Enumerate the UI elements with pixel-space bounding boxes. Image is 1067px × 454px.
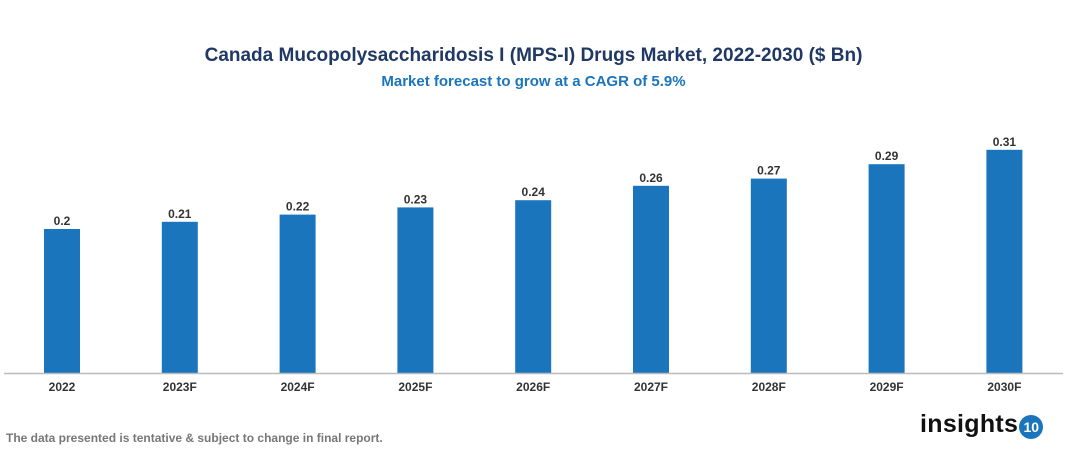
bar-2026F bbox=[515, 200, 552, 373]
x-tick-label: 2025F bbox=[398, 380, 432, 394]
insights10-logo: insights 10 bbox=[920, 410, 1044, 439]
bar-2023F bbox=[161, 221, 198, 373]
data-label: 0.2 bbox=[54, 214, 71, 228]
x-tick-label: 2022 bbox=[49, 380, 76, 394]
logo-text: insights bbox=[920, 410, 1019, 438]
bar-2024F bbox=[279, 214, 316, 373]
x-tick-label: 2029F bbox=[870, 380, 904, 394]
data-label: 0.21 bbox=[168, 207, 192, 221]
x-tick-label: 2023F bbox=[163, 380, 197, 394]
logo-badge: 10 bbox=[1019, 414, 1044, 439]
bar-2022 bbox=[44, 229, 80, 373]
x-tick-label: 2028F bbox=[752, 380, 786, 394]
bar-2025F bbox=[397, 207, 434, 373]
bar-2030F bbox=[986, 149, 1023, 373]
data-label: 0.29 bbox=[875, 149, 899, 163]
data-label: 0.24 bbox=[522, 185, 546, 199]
bar-2029F bbox=[868, 164, 905, 373]
x-tick-label: 2024F bbox=[281, 380, 315, 394]
x-tick-label: 2026F bbox=[516, 380, 550, 394]
chart-subtitle: Market forecast to grow at a CAGR of 5.9… bbox=[381, 73, 686, 90]
data-label: 0.27 bbox=[757, 164, 781, 178]
data-label: 0.22 bbox=[286, 200, 310, 214]
data-label: 0.26 bbox=[639, 171, 663, 185]
x-tick-label: 2030F bbox=[987, 380, 1021, 394]
bar-2028F bbox=[750, 178, 787, 373]
disclaimer-footer: The data presented is tentative & subjec… bbox=[6, 431, 383, 445]
bar-chart: 0.2 2022 0.21 2023F 0.22 2024F 0.23 2025F 0.24 20… bbox=[4, 135, 1063, 394]
data-label: 0.23 bbox=[404, 192, 428, 206]
x-tick-label: 2027F bbox=[634, 380, 668, 394]
data-label: 0.31 bbox=[993, 135, 1017, 149]
chart-title: Canada Mucopolysaccharidosis I (MPS-I) D… bbox=[204, 45, 863, 66]
bar-2027F bbox=[633, 185, 669, 373]
